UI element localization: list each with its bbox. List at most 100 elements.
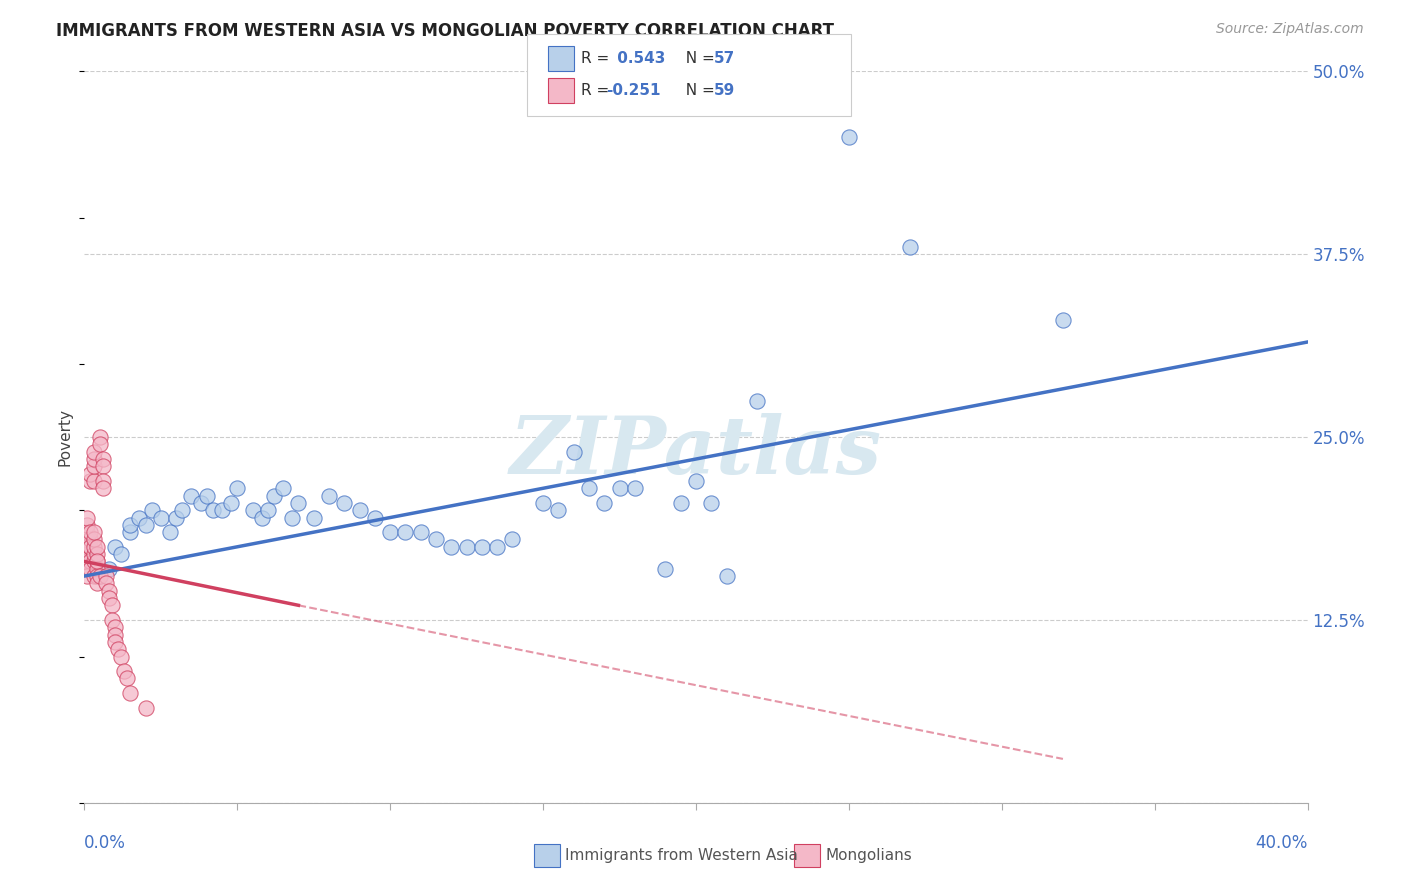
Point: [747, 393, 769, 408]
Point: [83, 554, 105, 568]
Point: [120, 517, 142, 532]
Point: [1052, 313, 1074, 327]
Point: [302, 510, 325, 524]
Point: [112, 664, 135, 678]
Point: [86, 554, 108, 568]
Text: -0.251: -0.251: [606, 83, 661, 97]
Point: [190, 496, 212, 510]
Point: [83, 452, 105, 467]
Point: [685, 474, 707, 488]
Point: [83, 525, 105, 540]
Point: [364, 510, 387, 524]
Point: [91, 452, 114, 467]
Point: [91, 459, 114, 474]
Point: [83, 540, 105, 554]
Point: [219, 496, 242, 510]
Point: [83, 547, 105, 561]
Y-axis label: Poverty: Poverty: [58, 408, 73, 467]
Point: [76, 510, 98, 524]
Point: [120, 686, 142, 700]
Point: [97, 591, 120, 605]
Point: [120, 525, 142, 540]
Point: [654, 562, 676, 576]
Point: [242, 503, 264, 517]
Point: [79, 525, 101, 540]
Point: [425, 533, 447, 547]
Point: [578, 481, 600, 495]
Point: [83, 444, 105, 458]
Text: 0.0%: 0.0%: [84, 834, 127, 852]
Text: ZIPatlas: ZIPatlas: [510, 413, 882, 491]
Text: Mongolians: Mongolians: [825, 848, 912, 863]
Point: [79, 554, 101, 568]
Point: [76, 562, 98, 576]
Point: [86, 569, 108, 583]
Point: [104, 627, 127, 641]
Point: [180, 489, 202, 503]
Point: [593, 496, 616, 510]
Point: [79, 533, 101, 547]
Point: [700, 496, 723, 510]
Text: N =: N =: [676, 52, 720, 66]
Point: [172, 503, 194, 517]
Point: [318, 489, 340, 503]
Point: [281, 510, 304, 524]
Point: [165, 510, 187, 524]
Point: [97, 562, 120, 576]
Point: [89, 430, 111, 444]
Point: [440, 540, 463, 554]
Point: [624, 481, 647, 495]
Point: [716, 569, 738, 583]
Point: [201, 503, 224, 517]
Text: Source: ZipAtlas.com: Source: ZipAtlas.com: [1216, 22, 1364, 37]
Point: [76, 525, 98, 540]
Point: [562, 444, 585, 458]
Point: [502, 533, 524, 547]
Point: [107, 642, 129, 657]
Point: [115, 672, 138, 686]
Point: [73, 554, 96, 568]
Text: 57: 57: [714, 52, 735, 66]
Point: [135, 700, 157, 714]
Point: [257, 503, 280, 517]
Point: [838, 130, 860, 145]
Text: N =: N =: [676, 83, 720, 97]
Point: [83, 474, 105, 488]
Point: [79, 540, 101, 554]
Point: [76, 547, 98, 561]
Point: [76, 540, 98, 554]
Point: [380, 525, 402, 540]
Point: [79, 562, 101, 576]
Point: [86, 554, 108, 568]
Point: [349, 503, 371, 517]
Point: [79, 540, 101, 554]
Point: [83, 569, 105, 583]
Point: [76, 554, 98, 568]
Point: [76, 569, 98, 583]
Point: [110, 649, 132, 664]
Point: [128, 510, 150, 524]
Point: [333, 496, 356, 510]
Point: [89, 569, 111, 583]
Point: [250, 510, 273, 524]
Point: [211, 503, 233, 517]
Point: [149, 510, 172, 524]
Point: [486, 540, 509, 554]
Point: [101, 599, 124, 613]
Point: [135, 517, 157, 532]
Point: [110, 547, 132, 561]
Point: [104, 620, 127, 634]
Point: [86, 547, 108, 561]
Point: [89, 569, 111, 583]
Point: [83, 459, 105, 474]
Point: [271, 481, 294, 495]
Point: [263, 489, 285, 503]
Point: [531, 496, 554, 510]
Point: [898, 240, 921, 254]
Point: [104, 540, 127, 554]
Point: [669, 496, 692, 510]
Point: [471, 540, 494, 554]
Point: [101, 613, 124, 627]
Point: [226, 481, 249, 495]
Point: [409, 525, 432, 540]
